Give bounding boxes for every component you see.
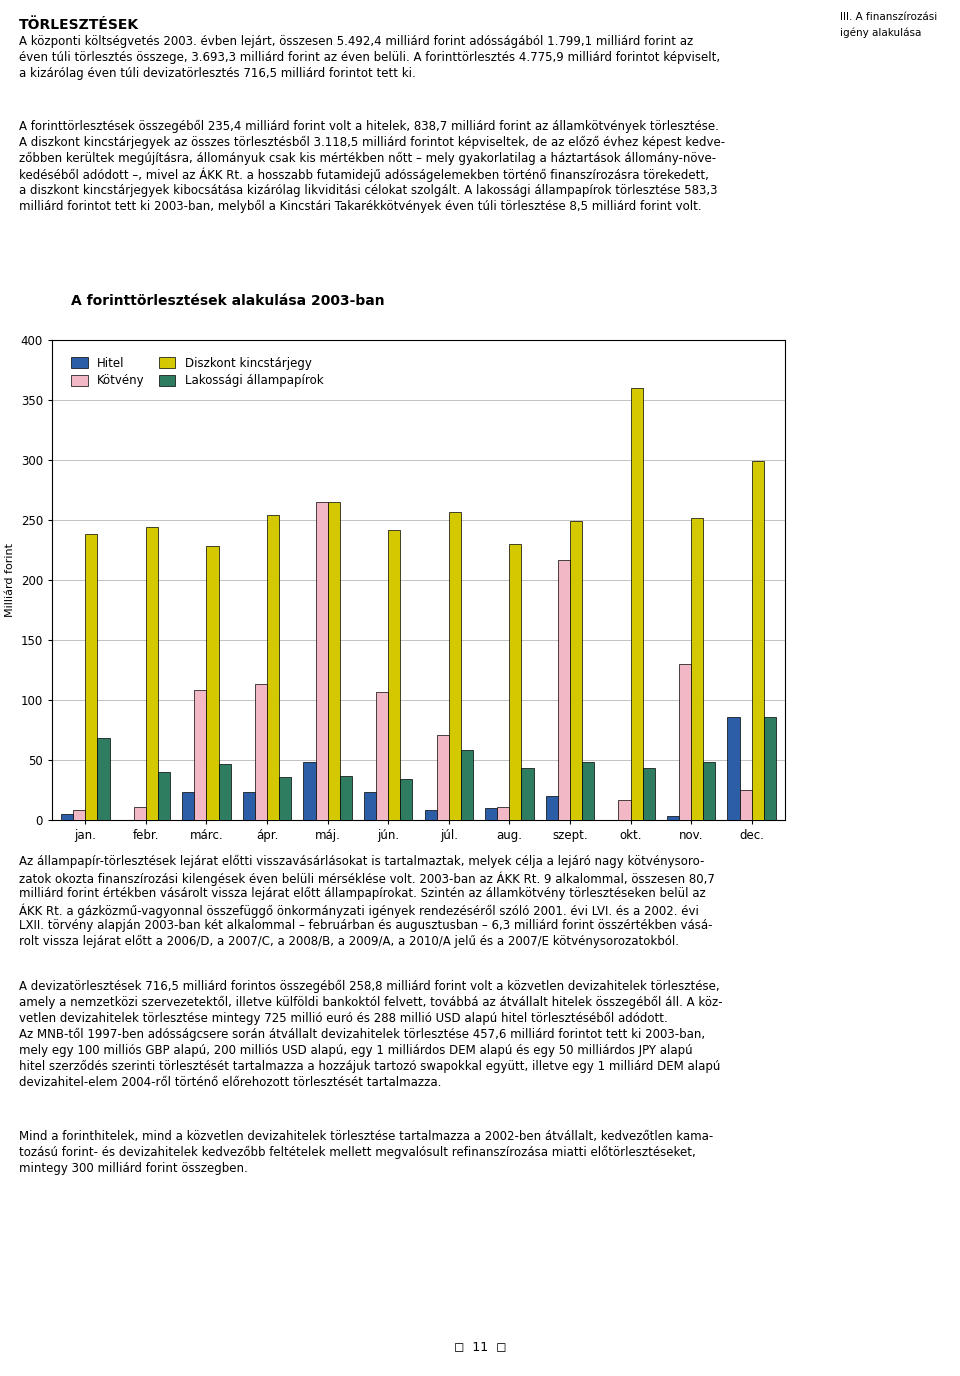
Bar (582, 762, 594, 820)
Text: III. A finanszírozási: III. A finanszírozási (840, 12, 937, 22)
Bar (437, 735, 448, 820)
Text: Az állampapír-törlesztések lejárat előtti visszavásárlásokat is tartalmaztak, me: Az állampapír-törlesztések lejárat előtt… (19, 854, 705, 868)
Text: milliárd forint értékben vásárolt vissza lejárat előtt állampapírokat. Szintén a: milliárd forint értékben vásárolt vissza… (19, 888, 706, 900)
Bar (206, 546, 219, 820)
Text: devizahitel-elem 2004-ről történő előrehozott törlesztését tartalmazza.: devizahitel-elem 2004-ről történő előreh… (19, 1076, 442, 1088)
Bar (219, 764, 230, 820)
Text: LXII. törvény alapján 2003-ban két alkalommal – februárban és augusztusban – 6,3: LXII. törvény alapján 2003-ban két alkal… (19, 919, 712, 932)
Bar (752, 461, 764, 820)
Bar (521, 768, 534, 820)
Bar (618, 799, 631, 820)
Text: ÁKK Rt. a gázközmű-vagyonnal összefüggő önkormányzati igények rendezéséről szóló: ÁKK Rt. a gázközmű-vagyonnal összefüggő … (19, 903, 699, 918)
Bar (642, 768, 655, 820)
Bar (424, 810, 437, 820)
Bar (376, 692, 388, 820)
Bar (631, 388, 642, 820)
Text: a diszkont kincstárjegyek kibocsátása kizárólag likviditási célokat szolgált. A : a diszkont kincstárjegyek kibocsátása ki… (19, 184, 718, 197)
Bar (510, 544, 521, 820)
Bar (97, 739, 109, 820)
Bar (146, 527, 158, 820)
Text: éven túli törlesztés összege, 3.693,3 milliárd forint az éven belüli. A forinttö: éven túli törlesztés összege, 3.693,3 mi… (19, 51, 720, 65)
Text: A forinttörlesztések alakulása 2003-ban: A forinttörlesztések alakulása 2003-ban (71, 294, 385, 308)
Bar (691, 517, 704, 820)
Bar (704, 762, 715, 820)
Bar (497, 806, 510, 820)
Bar (570, 522, 582, 820)
Text: rolt vissza lejárat előtt a 2006/D, a 2007/C, a 2008/B, a 2009/A, a 2010/A jelű : rolt vissza lejárat előtt a 2006/D, a 20… (19, 936, 680, 948)
Text: milliárd forintot tett ki 2003-ban, melyből a Kincstári Takarékkötvények éven tú: milliárd forintot tett ki 2003-ban, mely… (19, 200, 702, 213)
Bar (133, 806, 146, 820)
Bar (303, 762, 316, 820)
Text: A központi költségvetés 2003. évben lejárt, összesen 5.492,4 milliárd forint adó: A központi költségvetés 2003. évben lejá… (19, 34, 693, 48)
Text: igény alakulása: igény alakulása (840, 28, 922, 39)
Text: amely a nemzetközi szervezetektől, illetve külföldi bankoktól felvett, továbbá a: amely a nemzetközi szervezetektől, illet… (19, 996, 723, 1009)
Bar (679, 665, 691, 820)
Text: Az MNB-től 1997-ben adósságcsere során átvállalt devizahitelek törlesztése 457,6: Az MNB-től 1997-ben adósságcsere során á… (19, 1028, 706, 1042)
Text: mintegy 300 milliárd forint összegben.: mintegy 300 milliárd forint összegben. (19, 1161, 248, 1175)
Bar (194, 691, 206, 820)
Y-axis label: Milliárd forint: Milliárd forint (5, 544, 15, 616)
Bar (558, 560, 570, 820)
Bar (461, 750, 473, 820)
Bar (182, 793, 194, 820)
Text: a kizárólag éven túli devizatörlesztés 716,5 milliárd forintot tett ki.: a kizárólag éven túli devizatörlesztés 7… (19, 67, 416, 80)
Text: hitel szerződés szerinti törlesztését tartalmazza a hozzájuk tartozó swapokkal e: hitel szerződés szerinti törlesztését ta… (19, 1060, 721, 1073)
Bar (243, 793, 255, 820)
Bar (764, 717, 776, 820)
Text: mely egy 100 milliós GBP alapú, 200 milliós USD alapú, egy 1 milliárdos DEM alap: mely egy 100 milliós GBP alapú, 200 mill… (19, 1044, 693, 1057)
Text: vetlen devizahitelek törlesztése mintegy 725 millió euró és 288 millió USD alapú: vetlen devizahitelek törlesztése mintegy… (19, 1011, 668, 1025)
Bar (340, 776, 352, 820)
Bar (545, 795, 558, 820)
Text: A diszkont kincstárjegyek az összes törlesztésből 3.118,5 milliárd forintot képv: A diszkont kincstárjegyek az összes törl… (19, 136, 726, 149)
Bar (158, 772, 170, 820)
Bar (85, 534, 97, 820)
Bar (279, 777, 291, 820)
Bar (448, 512, 461, 820)
Text: zőbben kerültek megújításra, állományuk csak kis mértékben nőtt – mely gyakorlat: zőbben kerültek megújításra, állományuk … (19, 151, 716, 165)
Text: zatok okozta finanszírozási kilengések éven belüli mérséklése volt. 2003-ban az : zatok okozta finanszírozási kilengések é… (19, 871, 715, 886)
Bar (739, 790, 752, 820)
Bar (327, 502, 340, 820)
Text: A forinttörlesztések összegéből 235,4 milliárd forint volt a hitelek, 838,7 mill: A forinttörlesztések összegéből 235,4 mi… (19, 120, 719, 133)
Text: kedéséből adódott –, mivel az ÁKK Rt. a hosszabb futamidejű adósságelemekben tör: kedéséből adódott –, mivel az ÁKK Rt. a … (19, 168, 709, 183)
Text: tozású forint- és devizahitelek kedvezőbb feltételek mellett megvalósult refinan: tozású forint- és devizahitelek kedvezőb… (19, 1146, 696, 1159)
Bar (364, 793, 376, 820)
Text: TÖRLESZTÉSEK: TÖRLESZTÉSEK (19, 18, 139, 32)
Text: A devizatörlesztések 716,5 milliárd forintos összegéből 258,8 milliárd forint vo: A devizatörlesztések 716,5 milliárd fori… (19, 980, 720, 993)
Text: Mind a forinthitelek, mind a közvetlen devizahitelek törlesztése tartalmazza a 2: Mind a forinthitelek, mind a közvetlen d… (19, 1130, 713, 1143)
Legend: Hitel, Kötvény, Diszkont kincstárjegy, Lakossági állampapírok: Hitel, Kötvény, Diszkont kincstárjegy, L… (65, 351, 329, 394)
Bar (728, 717, 739, 820)
Bar (267, 515, 279, 820)
Bar (667, 816, 679, 820)
Bar (61, 815, 73, 820)
Bar (388, 530, 400, 820)
Text: ◻  11  ◻: ◻ 11 ◻ (454, 1340, 506, 1353)
Bar (73, 810, 85, 820)
Bar (255, 684, 267, 820)
Bar (400, 779, 413, 820)
Bar (485, 808, 497, 820)
Bar (316, 502, 327, 820)
